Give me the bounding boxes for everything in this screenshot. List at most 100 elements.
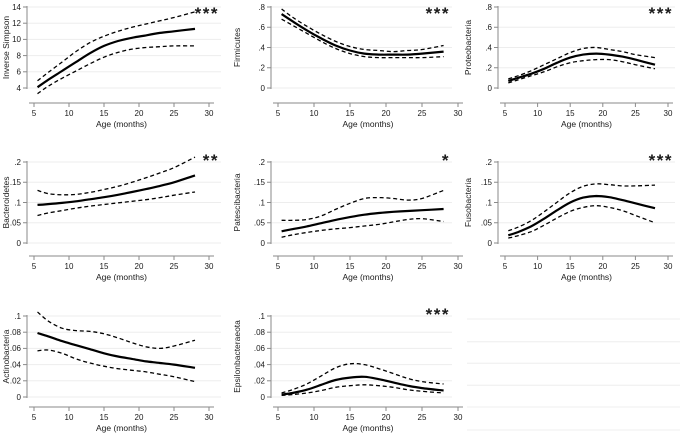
y-tick-label: .1 (14, 198, 21, 207)
y-tick-label: 0 (261, 393, 266, 402)
y-tick-label: .1 (14, 312, 21, 321)
inverse-simpson-chart: 4 6 8 10 12 14 5 10 15 20 25 30 Age (months) Inverse … (1, 3, 221, 129)
lower-ci-line (37, 349, 196, 383)
y-tick-label: .8 (485, 3, 492, 12)
y-tick-label: .08 (10, 328, 22, 337)
y-tick-label: .6 (485, 23, 492, 32)
significance-stars: *** (649, 151, 673, 170)
y-tick-label: 0 (261, 239, 266, 248)
upper-ci-line (508, 183, 656, 232)
y-tick-label: 4 (17, 84, 22, 93)
x-tick-label: 20 (135, 109, 144, 118)
y-tick-label: .4 (485, 43, 492, 52)
empty-gridlines-panel (467, 318, 680, 431)
x-tick-label: 15 (346, 109, 355, 118)
y-axis-title: Firmicutes (232, 28, 242, 67)
x-axis-title: Age (months) (342, 272, 393, 282)
x-tick-label: 20 (382, 109, 391, 118)
mean-line (281, 207, 444, 233)
x-tick-label: 25 (170, 413, 179, 422)
x-axis-title: Age (months) (561, 119, 612, 129)
y-tick-label: .4 (258, 43, 265, 52)
y-axis-title: Proteobacteria (463, 20, 473, 76)
fusobacteria-chart: 0 .05 .1 .15 .2 5 10 15 20 25 30 Age (months) Fusoba… (463, 151, 675, 282)
panel-proteobacteria: 0 .2 .4 .6 .8 5 10 15 20 25 30 Age (months) Proteoba… (462, 0, 685, 145)
significance-stars: *** (195, 4, 219, 23)
x-tick-label: 15 (566, 262, 575, 271)
y-tick-label: .02 (254, 377, 266, 386)
panel-actinobacteria: 0 .02 .04 .06 .08 .1 5 10 15 20 25 30 Age (months) Ac… (0, 290, 231, 435)
y-tick-label: 0 (488, 84, 493, 93)
x-tick-label: 20 (135, 413, 144, 422)
lower-ci-line (37, 191, 196, 217)
y-tick-label: .2 (485, 158, 492, 167)
x-tick-label: 30 (664, 109, 673, 118)
y-tick-label: .05 (481, 219, 493, 228)
y-tick-label: .1 (258, 198, 265, 207)
y-tick-label: 0 (17, 239, 22, 248)
x-tick-label: 20 (598, 109, 607, 118)
y-tick-label: .2 (485, 64, 492, 73)
x-tick-label: 25 (418, 109, 427, 118)
actinobacteria-chart: 0 .02 .04 .06 .08 .1 5 10 15 20 25 30 Age (months) Ac… (1, 311, 221, 433)
x-tick-label: 5 (32, 413, 37, 422)
x-axis-title: Age (months) (342, 119, 393, 129)
lower-ci-line (281, 384, 444, 397)
x-tick-label: 30 (454, 262, 463, 271)
y-axis-title: Bacteroidetes (1, 177, 11, 229)
x-tick-label: 25 (418, 413, 427, 422)
x-tick-label: 10 (533, 109, 542, 118)
panel-empty (462, 290, 685, 435)
panel-patescibacteria: 0 .05 .1 .15 .2 5 10 15 20 25 30 Age (months) Patesc… (231, 145, 463, 290)
y-tick-label: .08 (254, 328, 266, 337)
mean-line (507, 52, 656, 82)
x-tick-label: 5 (276, 109, 281, 118)
x-tick-label: 5 (276, 413, 281, 422)
mean-line (36, 27, 196, 89)
y-tick-label: .2 (14, 158, 21, 167)
x-tick-label: 5 (503, 262, 508, 271)
panel-fusobacteria: 0 .05 .1 .15 .2 5 10 15 20 25 30 Age (months) Fusoba… (462, 145, 685, 290)
upper-ci-line (37, 311, 196, 350)
x-tick-label: 10 (310, 262, 319, 271)
y-tick-label: .15 (481, 178, 493, 187)
significance-stars: *** (649, 4, 673, 23)
y-tick-label: .1 (485, 198, 492, 207)
panel-bacteroidetes: 0 .05 .1 .15 .2 5 10 15 20 25 30 Age (months) Bacter… (0, 145, 231, 290)
x-tick-label: 15 (100, 413, 109, 422)
mean-line (281, 375, 444, 396)
x-tick-label: 5 (32, 262, 37, 271)
x-axis-title: Age (months) (96, 272, 147, 282)
y-tick-label: .6 (258, 23, 265, 32)
mean-line (37, 174, 196, 206)
lower-ci-line (37, 45, 196, 95)
lower-ci-line (508, 205, 656, 239)
y-tick-label: .04 (10, 360, 22, 369)
y-tick-label: .02 (10, 377, 22, 386)
upper-ci-line (281, 362, 444, 394)
y-axis-title: Inverse Simpson (1, 16, 11, 80)
y-axis-title: Fusobacteria (463, 178, 473, 227)
y-tick-label: 0 (488, 239, 493, 248)
y-tick-label: .04 (254, 360, 266, 369)
x-tick-label: 25 (631, 109, 640, 118)
y-tick-label: .2 (258, 158, 265, 167)
x-tick-label: 20 (598, 262, 607, 271)
x-axis-title: Age (months) (96, 119, 147, 129)
significance-stars: *** (426, 4, 450, 23)
x-tick-label: 30 (454, 413, 463, 422)
y-tick-label: 0 (17, 393, 22, 402)
x-tick-label: 10 (65, 413, 74, 422)
x-tick-label: 10 (310, 413, 319, 422)
upper-ci-line (508, 46, 656, 80)
y-tick-label: .2 (258, 64, 265, 73)
x-tick-label: 25 (631, 262, 640, 271)
y-tick-label: .05 (254, 219, 266, 228)
y-tick-label: .06 (10, 344, 22, 353)
mean-line (507, 194, 656, 237)
x-tick-label: 15 (100, 109, 109, 118)
x-tick-label: 20 (135, 262, 144, 271)
y-axis-title: Patescibacteria (232, 173, 242, 231)
x-tick-label: 30 (664, 262, 673, 271)
